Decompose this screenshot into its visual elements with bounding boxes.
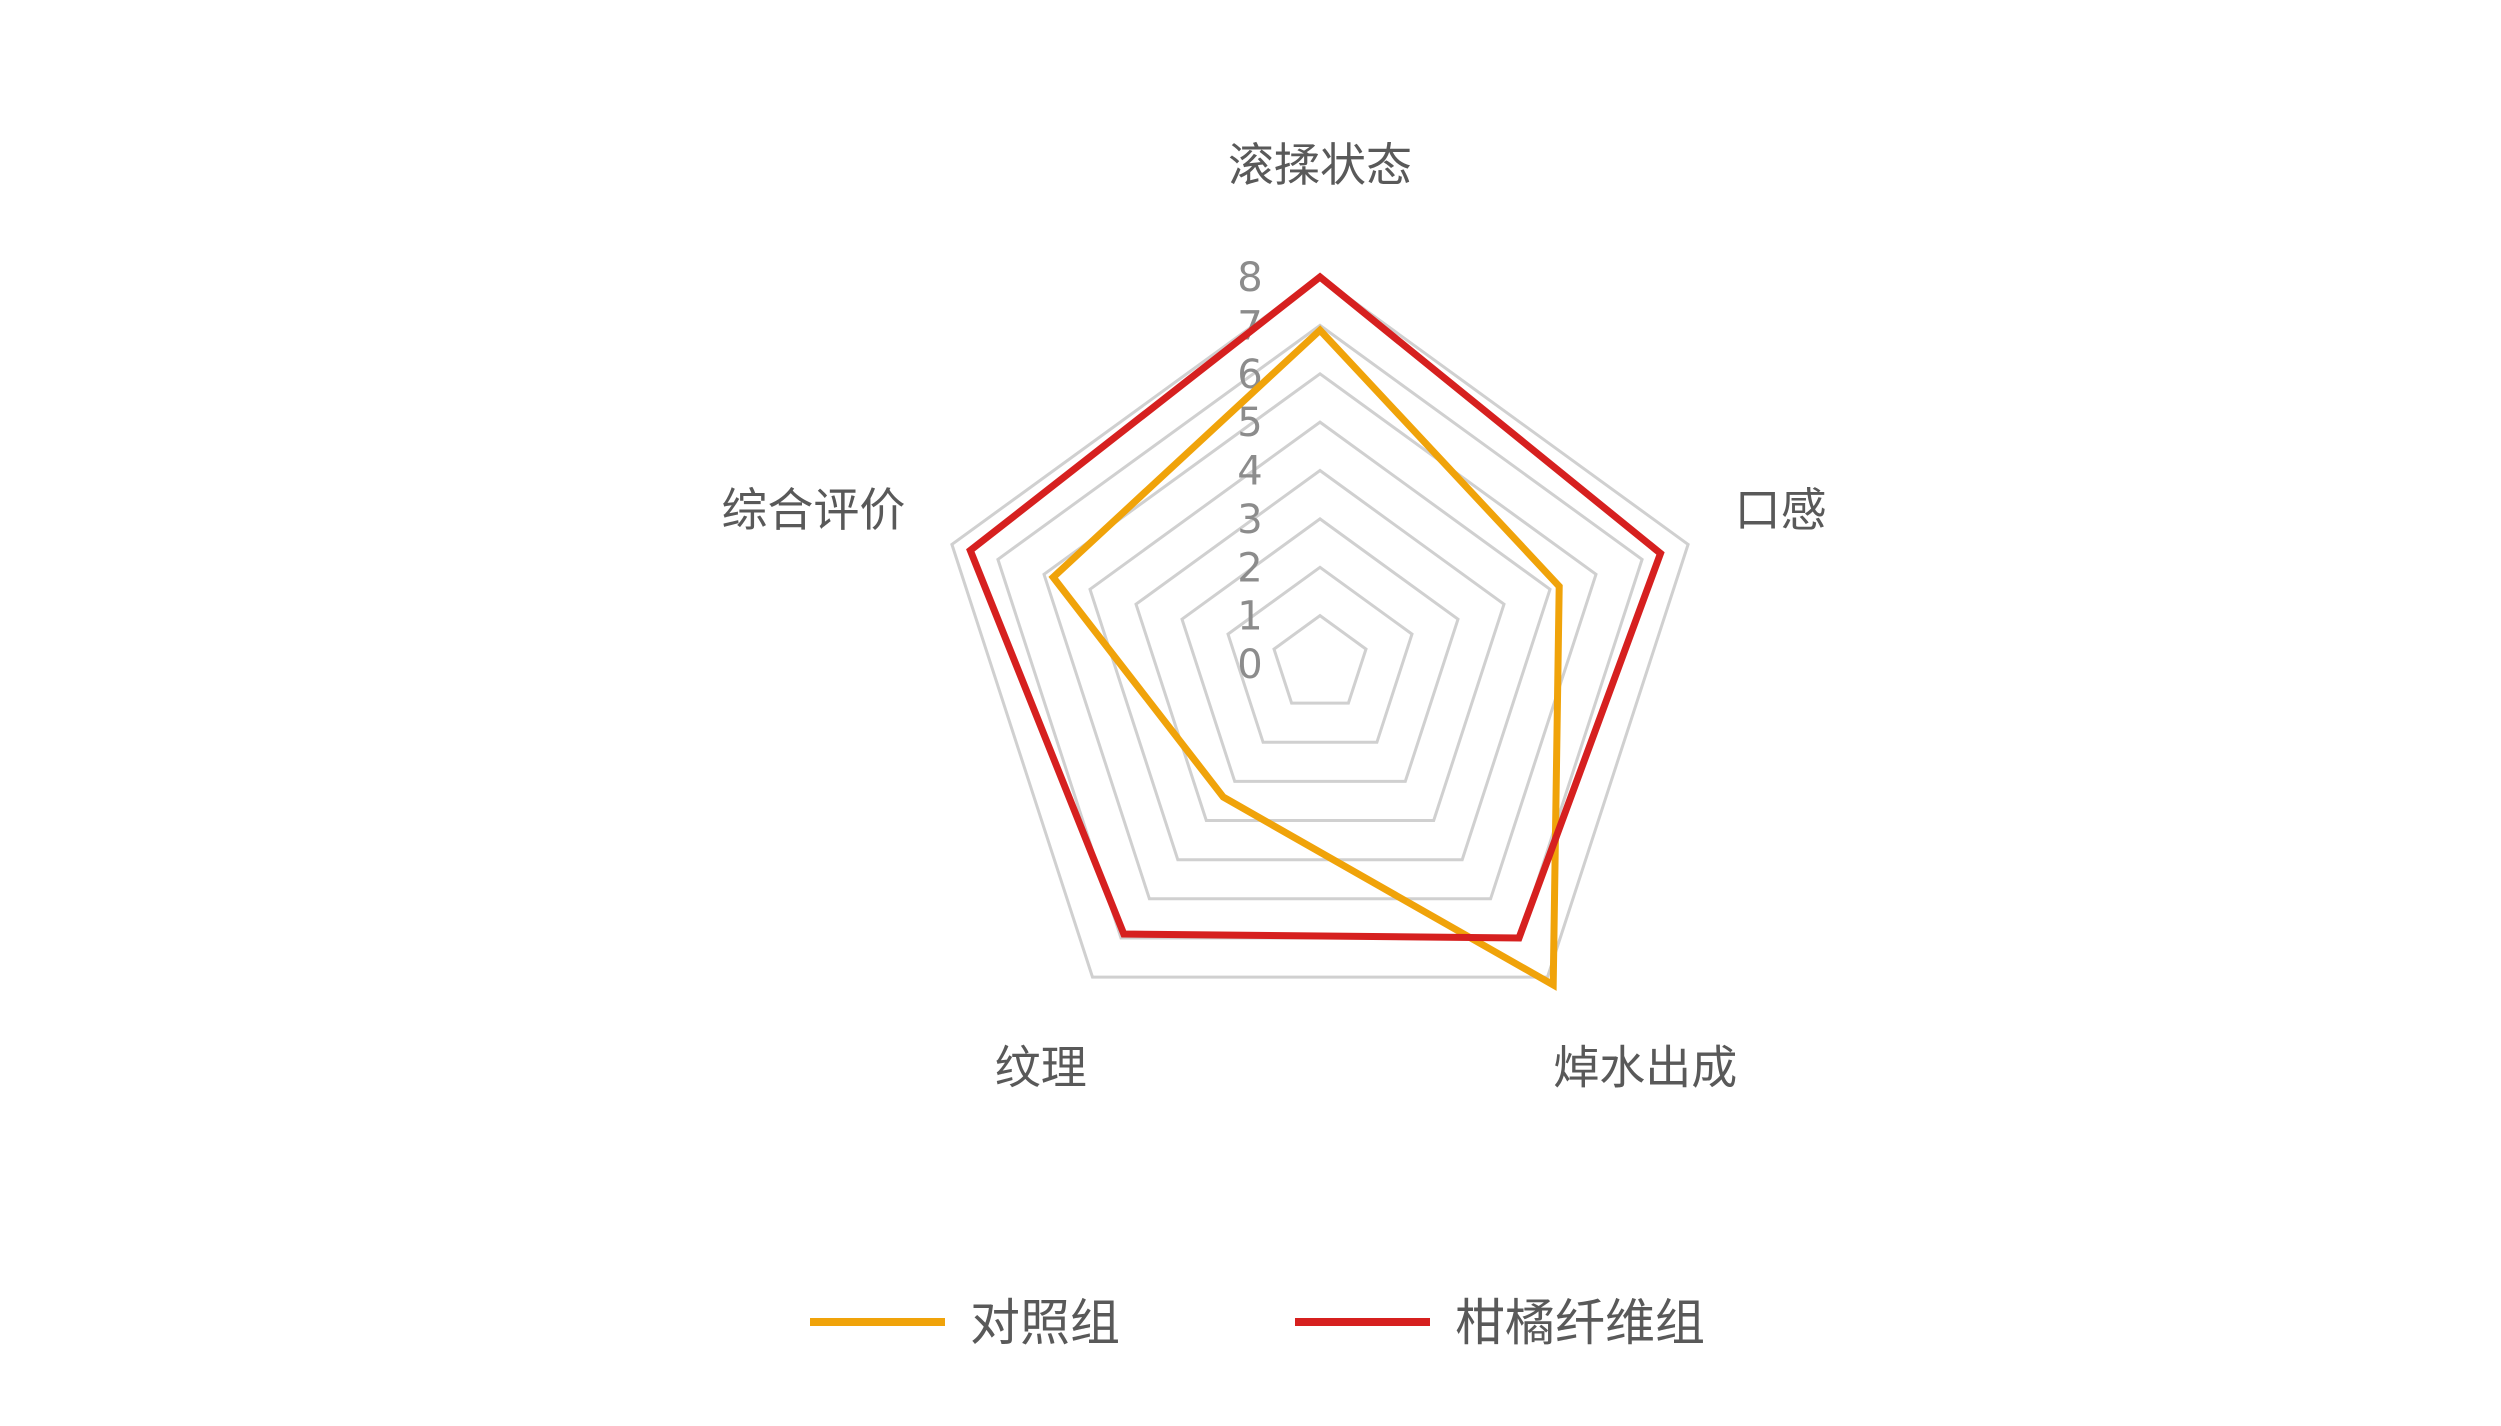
series-line-0 [1048,325,1563,991]
radial-tick-label: 2 [1237,545,1262,591]
category-label: 滚揉状态 [1228,138,1412,192]
category-label: 口感 [1735,483,1827,537]
legend-label: 对照组 [970,1294,1120,1352]
radial-tick-label: 4 [1237,449,1262,495]
radial-tick-label: 0 [1237,642,1262,688]
grid-ring [1272,613,1368,705]
series-line-1 [966,272,1665,942]
category-label: 纹理 [995,1041,1087,1095]
grid-ring [1088,420,1552,862]
radial-tick-label: 5 [1237,400,1262,446]
grid-ring [1226,565,1414,744]
grid-ring [950,275,1690,979]
grid-ring [1180,517,1460,783]
radar-grid [950,275,1690,979]
category-label: 综合评价 [721,483,905,537]
legend-label: 柑橘纤维组 [1455,1294,1705,1352]
radial-tick-label: 8 [1237,255,1262,301]
series-lines [966,272,1665,991]
radial-tick-label: 1 [1237,594,1262,640]
radial-tick-label: 3 [1237,497,1262,543]
grid-ring [1134,468,1506,822]
legend: 对照组 柑橘纤维组 [810,1294,1705,1352]
category-label: 焯水出成 [1553,1041,1737,1095]
